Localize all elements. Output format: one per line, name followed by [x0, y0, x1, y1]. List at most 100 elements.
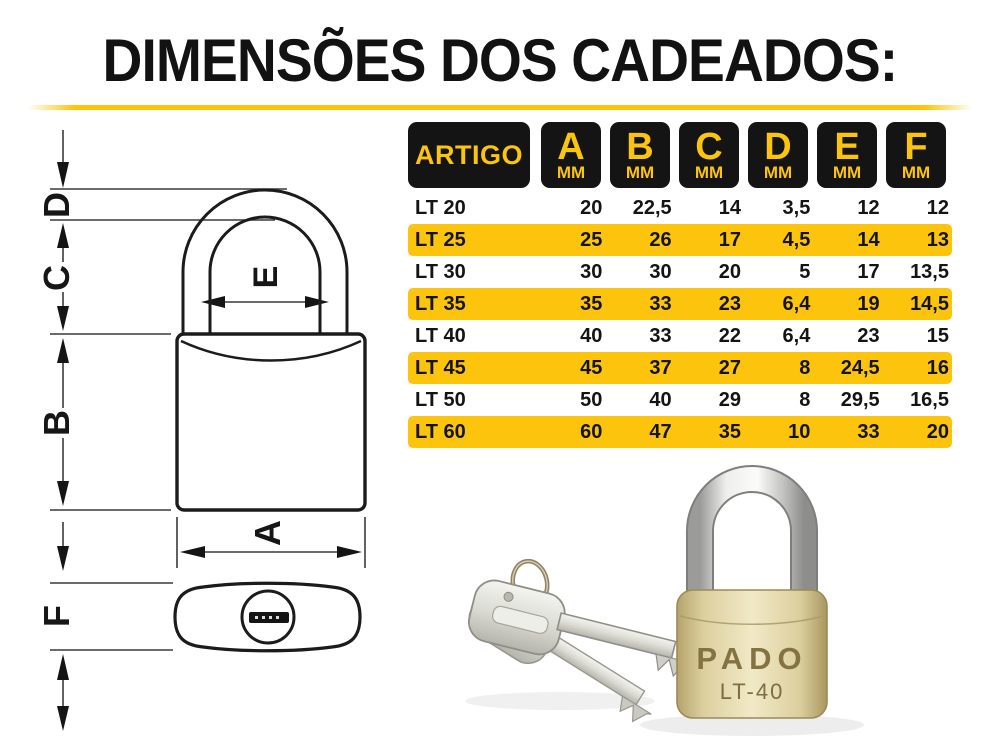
row-value: 12 — [857, 197, 880, 219]
padlock-photo: PADO LT-40 — [676, 465, 828, 719]
key-front — [468, 579, 692, 678]
row-value: 33 — [649, 293, 672, 315]
table-header: ARTIGO A MM B MM C MM D MM E MM F — [408, 122, 952, 188]
row-value: 23 — [718, 293, 741, 315]
row-value: 37 — [649, 357, 672, 379]
row-value: 16 — [926, 357, 949, 379]
header-col-c: C MM — [679, 122, 739, 188]
row-value: 3,5 — [782, 197, 811, 219]
size-table-rows: LT 20 20 22,5 14 3,5 12 12 LT 25 25 26 1… — [408, 192, 952, 448]
product-photo: PADO LT-40 — [465, 465, 864, 736]
table-row: LT 40 40 33 22 6,4 23 15 — [408, 320, 952, 352]
padlock-body-bevel — [679, 615, 825, 626]
row-value: 40 — [580, 325, 603, 347]
header-unit: MM — [901, 163, 931, 182]
row-value: 6,4 — [782, 293, 811, 315]
table-row: LT 20 20 22,5 14 3,5 12 12 — [408, 192, 952, 224]
row-value: 30 — [580, 261, 603, 283]
table-row: LT 35 35 33 23 6,4 19 14,5 — [408, 288, 952, 320]
row-value: 33 — [857, 421, 880, 443]
header-letter: C — [695, 126, 723, 168]
dimension-lines — [50, 130, 366, 706]
row-value: 25 — [580, 229, 603, 251]
header-letter: B — [626, 126, 654, 168]
row-value: 8 — [799, 357, 811, 379]
table-row: LT 60 60 47 35 10 33 20 — [408, 416, 952, 448]
header-letter: A — [557, 126, 585, 168]
row-value: 20 — [580, 197, 603, 219]
padlock-dimension-diagram: D C B F E A — [36, 130, 367, 731]
photo-shadows — [465, 692, 864, 736]
row-value: 17 — [857, 261, 880, 283]
row-value: 35 — [580, 293, 603, 315]
row-value: 40 — [649, 389, 672, 411]
row-value: 15 — [926, 325, 949, 347]
keyway-slot — [249, 612, 289, 623]
table-row: LT 30 30 30 20 5 17 13,5 — [408, 256, 952, 288]
row-value: 10 — [788, 421, 811, 443]
row-value: 20 — [718, 261, 741, 283]
row-value: 26 — [649, 229, 672, 251]
row-value: 16,5 — [910, 389, 949, 411]
dimension-labels: D C B F E A — [36, 192, 288, 627]
row-value: 33 — [649, 325, 672, 347]
dimension-arrowheads — [57, 162, 362, 731]
row-value: 27 — [718, 357, 741, 379]
title-wrap: DIMENSÕES DOS CADEADOS: — [0, 28, 1000, 94]
table-row: LT 45 45 37 27 8 24,5 16 — [408, 352, 952, 384]
row-artigo: LT 50 — [415, 389, 466, 411]
row-artigo: LT 40 — [415, 325, 466, 347]
padlock-model: LT-40 — [720, 679, 785, 704]
dim-label-e: E — [247, 266, 285, 289]
row-artigo: LT 35 — [415, 293, 466, 315]
row-value: 60 — [580, 421, 603, 443]
row-value: 5 — [799, 261, 811, 283]
header-unit: MM — [694, 163, 724, 182]
title-underline — [28, 105, 972, 110]
row-value: 14,5 — [910, 293, 949, 315]
padlock-brand: PADO — [696, 641, 807, 676]
row-artigo: LT 45 — [415, 357, 466, 379]
row-value: 50 — [580, 389, 603, 411]
row-value: 24,5 — [840, 357, 880, 379]
row-value: 12 — [926, 197, 949, 219]
page-title: DIMENSÕES DOS CADEADOS: — [102, 27, 899, 94]
row-value: 6,4 — [782, 325, 811, 347]
row-value: 29 — [718, 389, 741, 411]
row-value: 17 — [718, 229, 741, 251]
row-artigo: LT 20 — [415, 197, 466, 219]
header-col-b: B MM — [610, 122, 670, 188]
row-value: 35 — [718, 421, 741, 443]
keys-photo — [468, 558, 692, 723]
row-value: 47 — [649, 421, 672, 443]
table-row: LT 50 50 40 29 8 29,5 16,5 — [408, 384, 952, 416]
row-value: 8 — [799, 389, 811, 411]
header-letter: E — [834, 126, 860, 168]
header-col-e: E MM — [817, 122, 877, 188]
header-unit: MM — [556, 163, 586, 182]
dim-label-c: C — [36, 265, 77, 291]
row-value: 45 — [580, 357, 603, 379]
row-value: 14 — [718, 197, 741, 219]
row-value: 4,5 — [782, 229, 811, 251]
padlock-shackle — [688, 467, 816, 603]
dim-label-f: F — [36, 605, 77, 627]
row-value: 29,5 — [840, 389, 880, 411]
row-artigo: LT 30 — [415, 261, 466, 283]
row-value: 14 — [857, 229, 880, 251]
dim-label-d: D — [36, 192, 77, 218]
padlock-outline — [173, 188, 367, 653]
header-unit: MM — [832, 163, 862, 182]
row-value: 22,5 — [632, 197, 672, 219]
header-artigo: ARTIGO — [408, 122, 530, 188]
row-artigo: LT 25 — [415, 229, 466, 251]
row-value: 13,5 — [910, 261, 949, 283]
row-value: 22 — [718, 325, 741, 347]
row-value: 30 — [649, 261, 672, 283]
header-col-a: A MM — [541, 122, 601, 188]
table-row: LT 25 25 26 17 4,5 14 13 — [408, 224, 952, 256]
header-col-d: D MM — [748, 122, 808, 188]
row-value: 19 — [857, 293, 880, 315]
header-unit: MM — [625, 163, 655, 182]
row-value: 20 — [926, 421, 949, 443]
